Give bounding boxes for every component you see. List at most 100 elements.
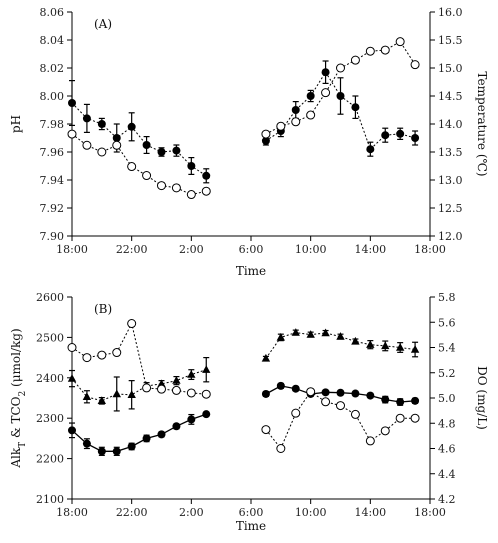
data-point bbox=[127, 162, 137, 172]
x-axis-title: Time bbox=[236, 264, 266, 278]
data-point bbox=[351, 336, 360, 345]
data-point bbox=[321, 397, 331, 407]
data-point bbox=[127, 122, 136, 131]
data-point bbox=[82, 392, 92, 400]
left-y-tick-label: 2400 bbox=[36, 372, 64, 385]
data-point bbox=[172, 422, 181, 431]
right-y-axis-title: Temperature (℃) bbox=[475, 71, 489, 176]
right-y-tick-label: 13.0 bbox=[438, 174, 463, 187]
x-tick-label: 22:00 bbox=[116, 243, 148, 256]
data-point bbox=[157, 430, 166, 439]
data-point bbox=[351, 103, 360, 112]
data-point bbox=[336, 401, 345, 411]
data-point bbox=[366, 391, 375, 400]
series-line bbox=[71, 133, 207, 196]
left-y-axis-title: AlkT & TCO2 (μmol/kg) bbox=[9, 328, 28, 468]
data-point bbox=[142, 434, 151, 443]
left-y-tick-label: 2600 bbox=[36, 291, 64, 304]
data-point bbox=[381, 341, 390, 350]
right-y-tick-label: 4.4 bbox=[438, 468, 456, 481]
data-point bbox=[336, 63, 345, 73]
left-y-tick-label: 8.00 bbox=[40, 90, 65, 103]
left-y-tick-label: 2300 bbox=[36, 412, 64, 425]
series-2 bbox=[67, 37, 420, 200]
data-point bbox=[365, 436, 375, 446]
data-point bbox=[157, 379, 166, 388]
panel-label: (B) bbox=[94, 302, 112, 316]
left-y-axis-title-part: Alk bbox=[9, 447, 23, 469]
data-point bbox=[186, 388, 196, 398]
data-point bbox=[172, 376, 181, 384]
x-tick-label: 2:00 bbox=[179, 506, 204, 519]
series-line bbox=[71, 102, 207, 177]
data-point bbox=[276, 121, 286, 131]
x-tick-label: 22:00 bbox=[116, 506, 148, 519]
data-point bbox=[171, 385, 181, 395]
right-y-tick-label: 5.4 bbox=[438, 342, 456, 355]
left-y-tick-label: 2500 bbox=[36, 331, 64, 344]
x-tick-label: 14:00 bbox=[354, 506, 386, 519]
data-point bbox=[142, 171, 152, 181]
data-point bbox=[261, 389, 270, 398]
data-point bbox=[201, 186, 211, 196]
left-y-tick-label: 7.94 bbox=[40, 174, 65, 187]
data-point bbox=[67, 374, 77, 382]
data-point bbox=[396, 398, 405, 407]
left-y-axis-title-part: 2 bbox=[18, 391, 28, 397]
x-axis-title: Time bbox=[236, 519, 266, 533]
right-y-tick-label: 13.5 bbox=[438, 146, 463, 159]
x-tick-label: 18:00 bbox=[56, 243, 88, 256]
data-point bbox=[410, 60, 420, 70]
data-point bbox=[321, 388, 330, 397]
data-point bbox=[68, 426, 76, 435]
right-y-tick-label: 5.2 bbox=[438, 367, 456, 380]
right-y-tick-label: 4.2 bbox=[438, 493, 456, 506]
data-point bbox=[411, 134, 420, 142]
x-tick-label: 10:00 bbox=[295, 506, 327, 519]
x-tick-label: 6:00 bbox=[239, 506, 264, 519]
right-y-tick-label: 12.0 bbox=[438, 230, 463, 243]
data-point bbox=[112, 134, 121, 142]
data-point bbox=[112, 389, 121, 398]
x-tick-label: 18:00 bbox=[414, 506, 446, 519]
data-point bbox=[396, 129, 405, 138]
left-y-axis-title-part: T bbox=[18, 442, 28, 448]
x-tick-label: 18:00 bbox=[414, 243, 446, 256]
data-point bbox=[381, 395, 390, 404]
data-point bbox=[82, 439, 91, 448]
data-point bbox=[306, 92, 315, 100]
chart-panel-1: 7.90 7.92 7.94 7.96 7.98 8.00 8.02 8.04 8.06 12.0… bbox=[9, 6, 489, 278]
left-y-tick-label: 7.92 bbox=[40, 202, 65, 215]
data-point bbox=[68, 99, 76, 107]
data-point bbox=[127, 319, 137, 329]
left-y-tick-label: 7.90 bbox=[40, 230, 65, 243]
left-y-tick-label: 7.96 bbox=[40, 146, 65, 159]
left-y-tick-label: 2200 bbox=[36, 453, 64, 466]
data-point bbox=[202, 410, 211, 419]
data-point bbox=[366, 340, 375, 348]
data-point bbox=[67, 343, 77, 352]
data-point bbox=[291, 117, 301, 127]
data-point bbox=[112, 348, 122, 358]
data-point bbox=[410, 345, 420, 353]
right-y-tick-label: 15.5 bbox=[438, 34, 463, 47]
data-point bbox=[306, 110, 316, 120]
x-tick-label: 6:00 bbox=[239, 243, 264, 256]
data-point bbox=[142, 383, 152, 393]
series-line bbox=[71, 413, 207, 452]
data-point bbox=[97, 147, 107, 157]
panel-label: (A) bbox=[94, 17, 112, 31]
right-y-tick-label: 5.0 bbox=[438, 392, 456, 405]
left-y-axis-title-part: (μmol/kg) bbox=[9, 328, 23, 390]
series-2 bbox=[68, 381, 420, 456]
data-point bbox=[157, 148, 166, 156]
left-y-tick-label: 2100 bbox=[36, 493, 64, 506]
data-point bbox=[186, 190, 196, 200]
left-y-tick-label: 8.06 bbox=[40, 6, 65, 19]
data-point bbox=[380, 45, 390, 55]
data-point bbox=[276, 381, 285, 390]
x-tick-label: 14:00 bbox=[354, 243, 386, 256]
data-point bbox=[82, 114, 91, 123]
right-y-tick-label: 12.5 bbox=[438, 202, 463, 215]
